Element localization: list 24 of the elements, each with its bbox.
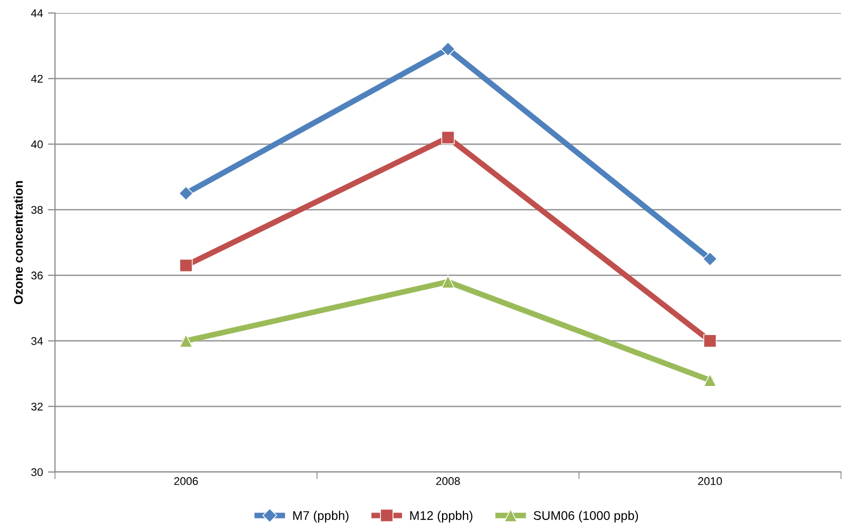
y-tick-label: 40 xyxy=(31,140,43,148)
point xyxy=(441,275,455,289)
point xyxy=(179,258,193,272)
point xyxy=(440,42,456,56)
point xyxy=(703,374,717,387)
y-tick-label: 42 xyxy=(31,74,43,83)
legend-label: SUM06 (1000 ppb) xyxy=(534,510,638,522)
x-tick-label: 2010 xyxy=(698,477,722,486)
y-tick-label: 34 xyxy=(31,337,43,345)
point xyxy=(179,334,193,348)
point xyxy=(702,252,718,266)
legend-label: M12 (ppbh) xyxy=(410,510,472,522)
y-tick-label: 30 xyxy=(31,468,43,476)
y-tick-label: 32 xyxy=(31,402,43,411)
y-tick-label: 38 xyxy=(31,206,43,214)
legend-label: M7 (ppbh) xyxy=(293,510,348,522)
point xyxy=(178,186,194,201)
y-tick-label: 44 xyxy=(31,9,43,18)
x-tick-label: 2006 xyxy=(174,477,198,486)
y-tick-label: 36 xyxy=(31,272,43,280)
point xyxy=(703,334,717,348)
point xyxy=(441,130,455,144)
y-axis-title: Ozone concentration xyxy=(14,181,23,304)
x-tick-label: 2008 xyxy=(436,477,460,486)
